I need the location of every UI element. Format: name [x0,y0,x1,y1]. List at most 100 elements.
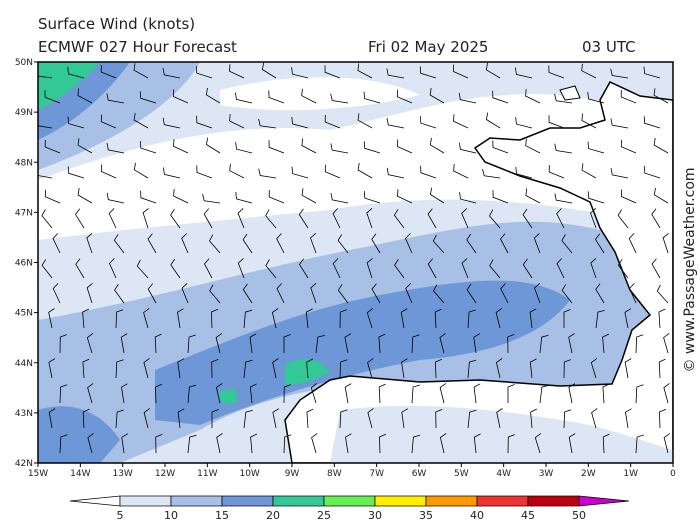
wind-barb [187,334,196,354]
wind-barb [581,163,597,179]
wind-barb [397,189,413,204]
wind-barb [432,234,445,254]
wind-barb [635,434,644,454]
wind-barb [242,233,253,254]
wind-barb [466,233,477,254]
wind-barb [237,208,245,229]
wind-barb [371,233,381,254]
wind-barb [310,233,317,254]
wind-barb [556,258,565,279]
wind-barb [324,114,341,129]
wind-barb [489,209,501,229]
wind-barb [495,358,503,379]
wind-barb [357,163,373,179]
wind-barb [250,433,258,454]
wind-barb [635,334,644,354]
wind-barb [629,283,637,304]
wind-barb [177,308,184,329]
wind-barb [48,308,55,329]
wind-barb [67,166,85,179]
wind-barb [242,283,253,304]
wind-barb [52,283,61,304]
wind-barb [439,433,447,454]
wind-barb [411,334,420,354]
wind-barb [420,116,437,129]
wind-barb [209,284,221,304]
wind-barb [507,384,515,403]
wind-barb [38,175,53,179]
wind-barb [366,308,374,329]
wind-barb [581,113,597,129]
map [38,62,673,463]
wind-barb [344,333,352,354]
wind-barb [235,191,253,204]
wind-barb [100,64,117,79]
wind-barb [439,333,446,354]
wind-barb [106,93,125,104]
colorbar-label: 40 [470,509,484,522]
wind-barb [429,137,445,154]
wind-barb [154,333,162,354]
wind-barb [235,142,253,154]
colorbar-segment [425,495,478,507]
wind-barb [429,187,445,204]
wind-barb [276,283,285,304]
wind-barb [653,88,669,104]
wind-barb [411,434,421,454]
lat-label: 47N [15,208,33,218]
land [284,81,673,463]
wind-barb [427,208,437,229]
wind-barb [357,113,373,129]
wind-barb [265,259,277,279]
wind-barb [653,187,669,204]
calm-zone [38,94,673,240]
wind-barb [311,433,318,454]
wind-barb [229,64,245,79]
wind-barb [568,333,575,354]
wind-barb [466,283,477,304]
lat-label: 43N [15,409,33,419]
lat-label: 49N [15,108,33,118]
wind-barb [435,409,443,429]
wind-barb [663,333,670,354]
wind-barb [305,308,313,329]
wind-barb [203,208,213,229]
wind-barb [515,67,533,79]
wind-barb [162,117,181,129]
wind-barb [177,358,185,379]
wind-barb [617,259,629,279]
wind-barb [301,188,317,204]
wind-barb [529,358,537,379]
wind-barb [170,258,181,279]
wind-barb [268,90,285,104]
wind-barb [371,283,381,304]
wind-barb [467,309,476,329]
wind-barb [539,385,549,404]
wind-barb [473,333,481,354]
wind-barb [405,283,413,304]
wind-barb [243,309,253,329]
wind-barb [59,434,68,454]
wind-barb [106,143,125,154]
wind-barb [133,63,149,79]
wind-barb [554,143,573,154]
wind-barb [602,333,610,354]
wind-barb [366,258,373,279]
wind-barb [434,308,442,329]
wind-barb [155,434,163,454]
wind-barb [591,408,598,429]
wind-barb [643,116,661,129]
wind-barb [554,93,573,104]
wind-barb [211,359,219,379]
lon-label: 4W [496,469,511,479]
wind-barb [133,162,149,179]
wind-barb [332,258,341,279]
wind-barb [59,384,68,404]
date: Fri 02 May 2025 [368,38,488,56]
wind-barb [196,165,213,179]
lat-label: 48N [15,158,33,168]
lon-label: 14W [70,469,90,479]
wind-barb [434,358,443,379]
lat-label: 44N [15,359,33,369]
wind-barb [108,208,117,229]
